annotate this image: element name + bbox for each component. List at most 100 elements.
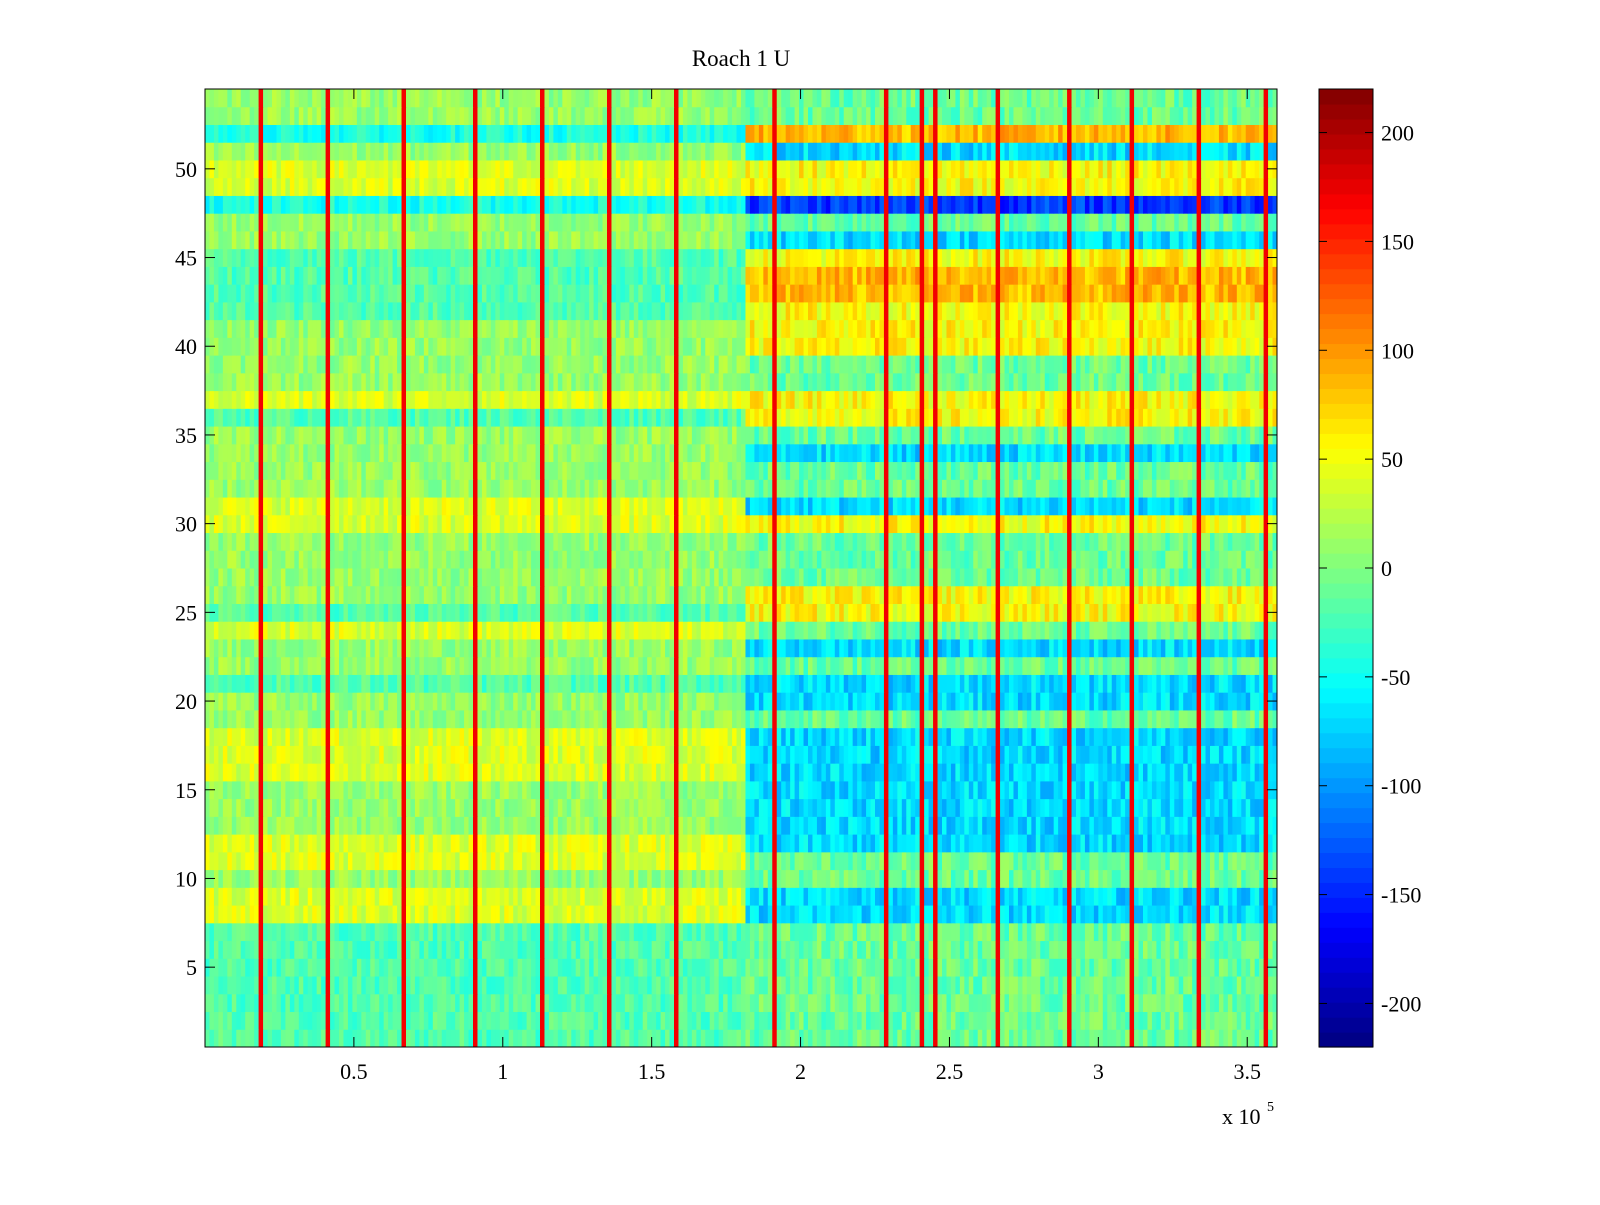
heatmap-cell [249, 780, 255, 800]
heatmap-cell [1245, 745, 1251, 764]
heatmap-cell [508, 922, 514, 942]
heatmap-cell [1004, 905, 1010, 924]
heatmap-cell [709, 745, 715, 764]
heatmap-cell [629, 692, 635, 711]
heatmap-cell [647, 869, 653, 888]
heatmap-cell [285, 780, 291, 800]
heatmap-cell [830, 1011, 836, 1030]
heatmap-cell [647, 940, 653, 959]
heatmap-cell [1241, 958, 1247, 977]
heatmap-cell [718, 763, 724, 782]
heatmap-cell [1084, 1011, 1090, 1030]
heatmap-cell [785, 834, 791, 853]
heatmap-cell [245, 816, 251, 835]
heatmap-cell [607, 692, 612, 711]
heatmap-cell [307, 993, 313, 1013]
heatmap-cell [682, 976, 688, 995]
heatmap-cell [392, 745, 398, 764]
heatmap-cell [1009, 745, 1014, 764]
heatmap-cell [589, 709, 595, 729]
heatmap-cell [866, 709, 872, 729]
heatmap-cell [785, 851, 791, 871]
heatmap-cell [781, 940, 787, 959]
heatmap-cell [1009, 1011, 1014, 1030]
heatmap-cell [919, 940, 925, 959]
heatmap-cell [593, 798, 599, 817]
heatmap-cell [821, 745, 827, 764]
heatmap-cell [245, 976, 251, 995]
heatmap-cell [1031, 976, 1037, 995]
heatmap-cell [875, 745, 880, 764]
heatmap-cell [875, 834, 880, 853]
heatmap-cell [1058, 674, 1064, 693]
heatmap-cell [642, 763, 648, 782]
heatmap-cell [245, 993, 251, 1013]
heatmap-cell [906, 763, 912, 782]
heatmap-cell [205, 976, 210, 995]
heatmap-cell [1026, 887, 1032, 906]
heatmap-cell [1116, 976, 1122, 995]
heatmap-cell [325, 763, 331, 782]
heatmap-cell [321, 745, 327, 764]
heatmap-cell [741, 958, 746, 977]
heatmap-cell [1147, 709, 1153, 729]
heatmap-cell [365, 780, 371, 800]
heatmap-cell [933, 798, 939, 817]
heatmap-cell [280, 851, 286, 871]
heatmap-cell [1067, 1011, 1073, 1030]
heatmap-cell [1080, 940, 1086, 959]
heatmap-cell [535, 1029, 541, 1048]
heatmap-cell [624, 692, 630, 711]
heatmap-cell [1151, 940, 1157, 959]
heatmap-cell [803, 1029, 809, 1048]
heatmap-cell [437, 692, 443, 711]
heatmap-cell [218, 887, 224, 906]
heatmap-cell [1053, 674, 1059, 693]
heatmap-cell [1232, 834, 1238, 853]
heatmap-cell [490, 816, 496, 835]
heatmap-cell [1053, 1029, 1059, 1048]
heatmap-cell [236, 958, 242, 977]
heatmap-cell [709, 976, 715, 995]
heatmap-cell [352, 940, 358, 959]
heatmap-cell [892, 780, 898, 800]
heatmap-cell [933, 727, 939, 746]
heatmap-cell [513, 940, 519, 959]
heatmap-cell [1080, 798, 1086, 817]
heatmap-cell [580, 834, 586, 853]
heatmap-cell [964, 798, 970, 817]
heatmap-cell [410, 834, 416, 853]
heatmap-cell [879, 674, 885, 693]
heatmap-cell [213, 958, 219, 977]
heatmap-cell [1125, 1029, 1131, 1048]
heatmap-cell [589, 745, 595, 764]
heatmap-cell [437, 780, 443, 800]
heatmap-cell [272, 834, 277, 853]
heatmap-cell [1071, 709, 1077, 729]
heatmap-cell [1143, 922, 1148, 942]
heatmap-cell [571, 674, 577, 693]
heatmap-cell [562, 887, 568, 906]
heatmap-cell [1035, 958, 1041, 977]
heatmap-cell [615, 1029, 621, 1048]
heatmap-cell [205, 993, 210, 1013]
heatmap-cell [870, 869, 876, 888]
heatmap-cell [879, 727, 885, 746]
heatmap-cell [334, 816, 340, 835]
heatmap-cell [513, 692, 519, 711]
heatmap-cell [629, 798, 635, 817]
heatmap-cell [883, 780, 889, 800]
heatmap-cell [1210, 745, 1215, 764]
heatmap-cell [254, 709, 260, 729]
heatmap-cell [1196, 745, 1202, 764]
heatmap-cell [665, 692, 671, 711]
heatmap-cell [392, 851, 398, 871]
heatmap-cell [365, 887, 371, 906]
heatmap-cell [1004, 763, 1010, 782]
heatmap-cell [263, 887, 269, 906]
heatmap-cell [1044, 851, 1050, 871]
heatmap-cell [714, 816, 720, 835]
heatmap-cell [861, 905, 867, 924]
heatmap-cell [522, 745, 528, 764]
heatmap-cell [749, 692, 755, 711]
